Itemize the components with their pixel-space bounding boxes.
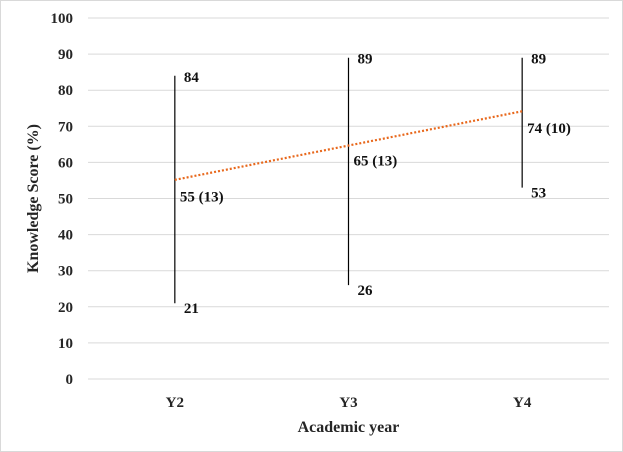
- y-tick-label: 70: [58, 119, 73, 135]
- trendline: [174, 110, 523, 181]
- mean-label: 74 (10): [527, 121, 571, 137]
- y-tick-label: 60: [58, 155, 73, 171]
- x-axis-title: Academic year: [298, 419, 400, 436]
- y-tick-label: 50: [58, 192, 73, 208]
- min-label: 53: [531, 186, 546, 202]
- min-label: 21: [184, 301, 199, 317]
- max-label: 89: [358, 52, 373, 68]
- x-tick-labels: Y2 Y3 Y4: [166, 395, 532, 411]
- data-labels: 84 21 55 (13) 89 26 65 (13) 89 53 74 (10): [180, 52, 571, 317]
- min-label: 26: [358, 283, 374, 299]
- mean-label: 55 (13): [180, 189, 224, 205]
- y-tick-label: 10: [58, 336, 73, 352]
- y-tick-label: 30: [58, 264, 73, 280]
- y-tick-label: 20: [58, 300, 73, 316]
- trendline-path: [174, 110, 523, 181]
- y-axis-title: Knowledge Score (%): [25, 124, 42, 273]
- mean-label: 65 (13): [354, 153, 398, 169]
- max-label: 89: [531, 52, 546, 68]
- y-tick-label: 80: [58, 83, 73, 99]
- y-tick-label: 90: [58, 47, 73, 63]
- x-tick-label: Y3: [339, 395, 357, 411]
- range-lines: [174, 57, 523, 304]
- y-tick-label: 40: [58, 228, 73, 244]
- y-tick-labels: 0 10 20 30 40 50 60 70 80 90 100: [51, 11, 74, 388]
- x-tick-label: Y2: [166, 395, 184, 411]
- y-tick-label: 0: [66, 372, 74, 388]
- x-tick-label: Y4: [513, 395, 532, 411]
- y-tick-label: 100: [51, 11, 74, 27]
- max-label: 84: [184, 70, 200, 86]
